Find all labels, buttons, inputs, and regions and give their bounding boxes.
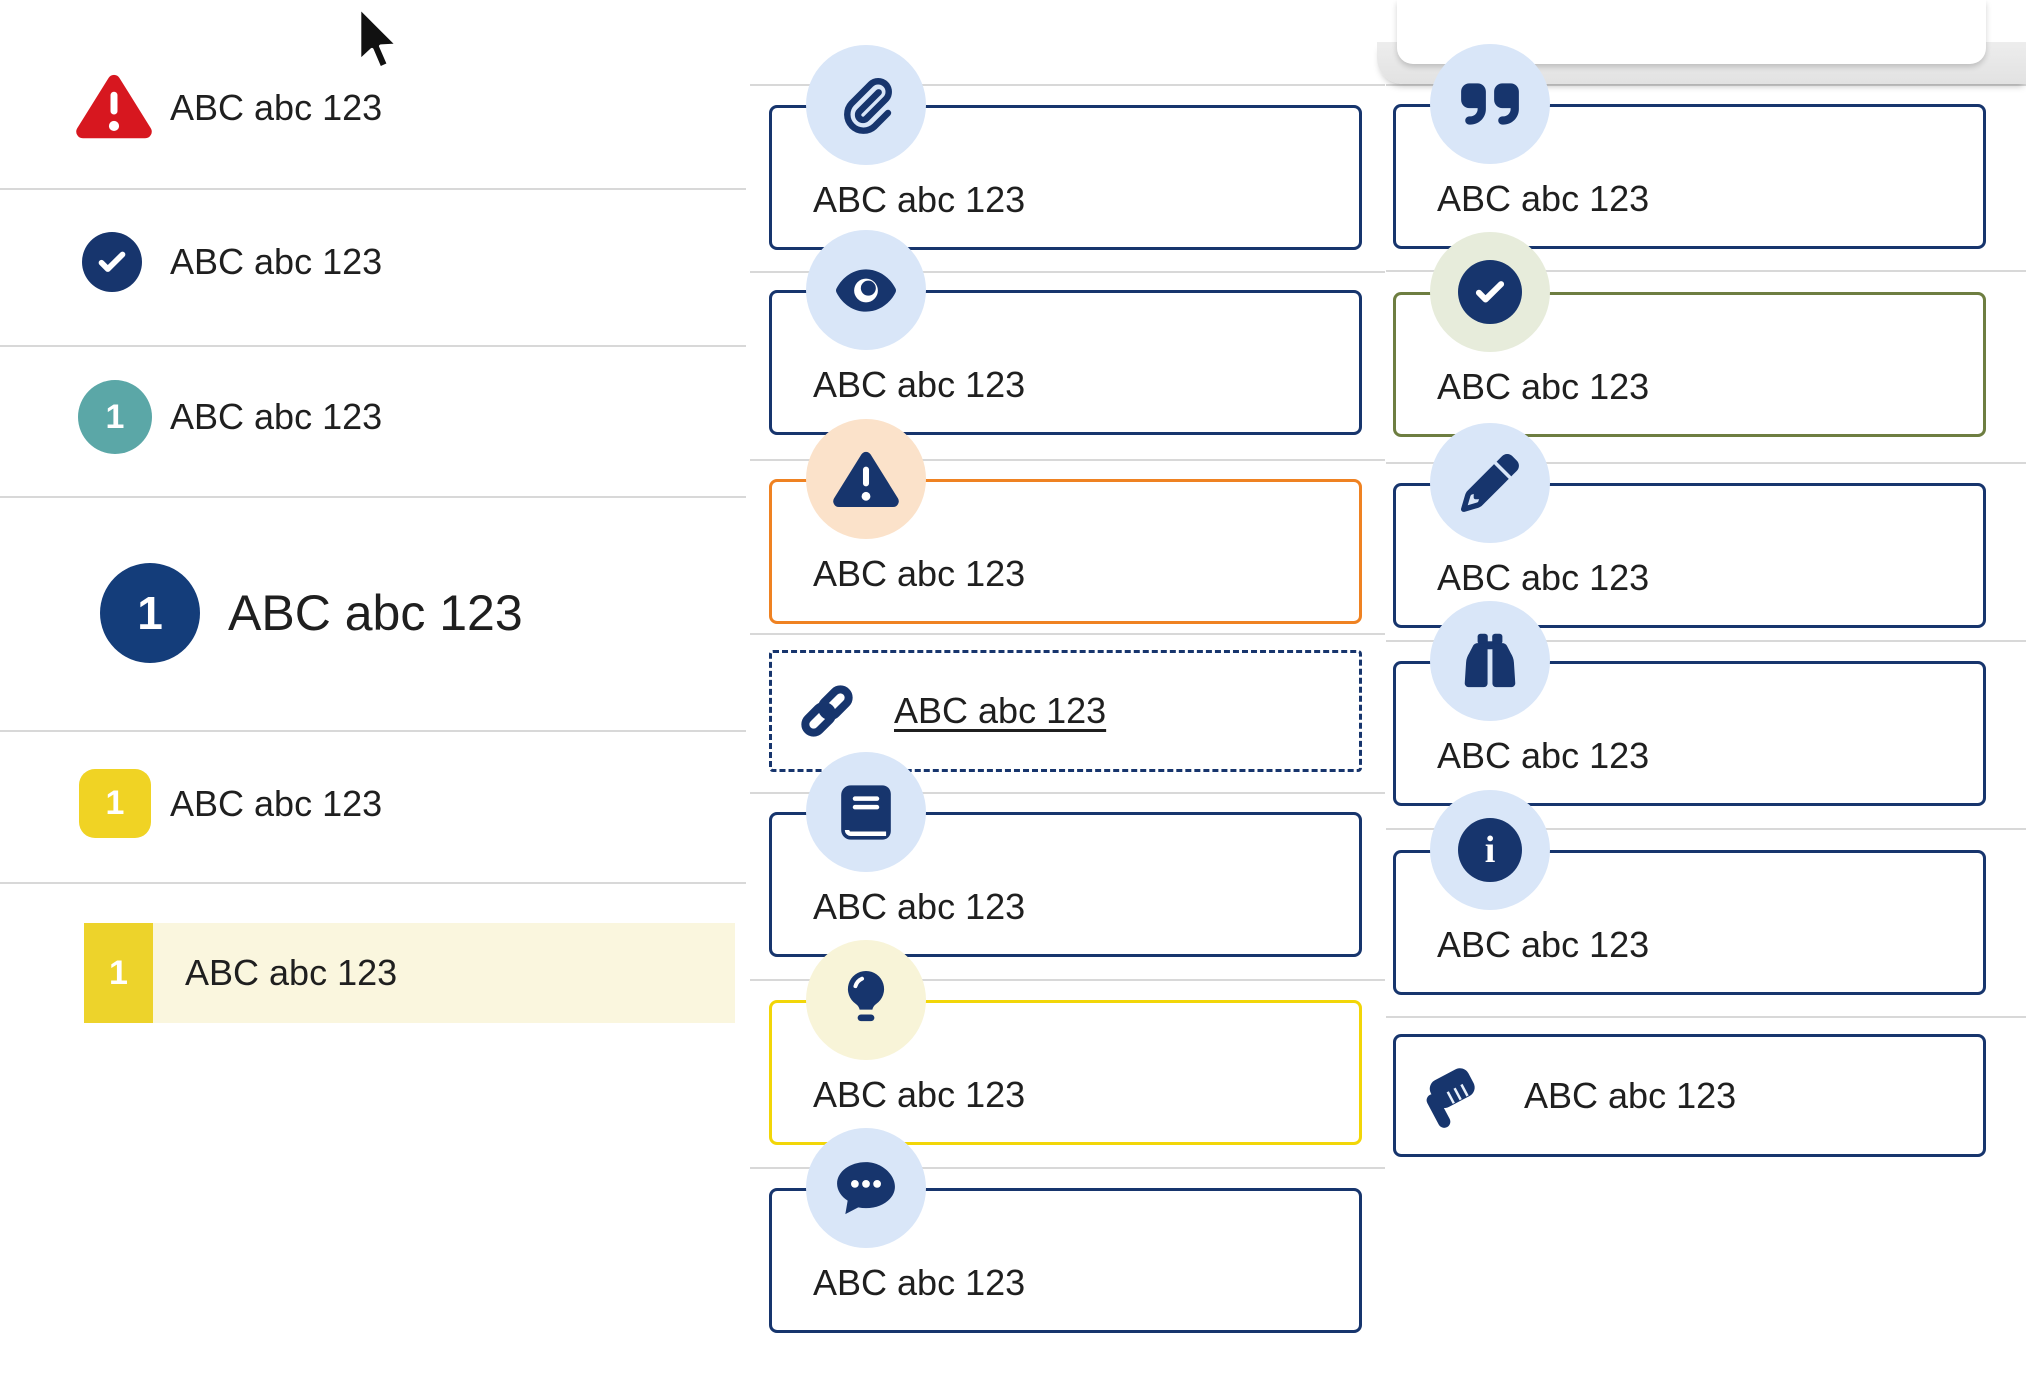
divider — [1386, 462, 2026, 464]
hand-point-icon — [1420, 1063, 1484, 1129]
callout-link[interactable]: ABC abc 123 — [769, 650, 1362, 772]
link-icon — [795, 679, 859, 743]
divider — [1386, 270, 2026, 272]
info-icon: i — [1430, 790, 1550, 910]
book-icon — [806, 752, 926, 872]
check-icon — [1430, 232, 1550, 352]
eye-icon — [806, 230, 926, 350]
callout-label: ABC abc 123 — [813, 553, 1026, 594]
callout-label: ABC abc 123 — [813, 364, 1026, 405]
callout-link-label[interactable]: ABC abc 123 — [894, 690, 1107, 731]
divider — [750, 84, 1385, 86]
chat-icon — [806, 1128, 926, 1248]
list-item-label: ABC abc 123 — [228, 585, 523, 641]
divider — [750, 459, 1385, 461]
info-glyph: i — [1484, 829, 1496, 871]
callout-label: ABC abc 123 — [1437, 924, 1650, 965]
divider — [750, 979, 1385, 981]
divider — [1386, 1016, 2026, 1018]
callout-label: ABC abc 123 — [1437, 178, 1650, 219]
divider — [0, 882, 746, 884]
divider — [0, 730, 746, 732]
callout-label: ABC abc 123 — [813, 886, 1026, 927]
cursor-icon — [356, 4, 402, 76]
callout-pointer[interactable]: ABC abc 123 — [1393, 1034, 1986, 1157]
list-item-label: ABC abc 123 — [170, 241, 383, 282]
divider — [1386, 640, 2026, 642]
divider — [750, 1167, 1385, 1169]
list-item-label: ABC abc 123 — [170, 783, 383, 824]
callout-label: ABC abc 123 — [813, 179, 1026, 220]
list-item-label: ABC abc 123 — [185, 952, 398, 993]
callout-search[interactable]: ABC abc 123 — [1393, 661, 1986, 806]
alert-triangle-icon — [76, 72, 152, 140]
callout-label: ABC abc 123 — [813, 1074, 1026, 1115]
paperclip-icon — [806, 45, 926, 165]
number-tab-selected-icon: 1 — [84, 923, 153, 1023]
number-tab-icon: 1 — [79, 769, 151, 838]
callout-label: ABC abc 123 — [1524, 1074, 1737, 1116]
divider — [1386, 84, 2026, 86]
divider — [750, 633, 1385, 635]
lightbulb-icon — [806, 940, 926, 1060]
callout-label: ABC abc 123 — [1437, 735, 1650, 776]
binoculars-icon — [1430, 601, 1550, 721]
pencil-icon — [1430, 423, 1550, 543]
divider — [750, 792, 1385, 794]
quote-icon — [1430, 44, 1550, 164]
callout-label: ABC abc 123 — [1437, 366, 1650, 407]
divider — [1386, 828, 2026, 830]
number-badge-icon: 1 — [78, 380, 152, 454]
divider — [0, 345, 746, 347]
check-circle-icon — [82, 232, 142, 292]
highlight-strip: ABC abc 123 — [153, 923, 735, 1023]
warning-icon — [806, 419, 926, 539]
divider — [0, 188, 746, 190]
callout-label: ABC abc 123 — [813, 1262, 1026, 1303]
list-item-label: ABC abc 123 — [170, 396, 383, 437]
callout-label: ABC abc 123 — [1437, 557, 1650, 598]
divider — [750, 271, 1385, 273]
list-item-label: ABC abc 123 — [170, 87, 383, 128]
number-badge-large-icon: 1 — [100, 563, 200, 663]
divider — [0, 496, 746, 498]
callout-success[interactable]: ABC abc 123 — [1393, 292, 1986, 437]
